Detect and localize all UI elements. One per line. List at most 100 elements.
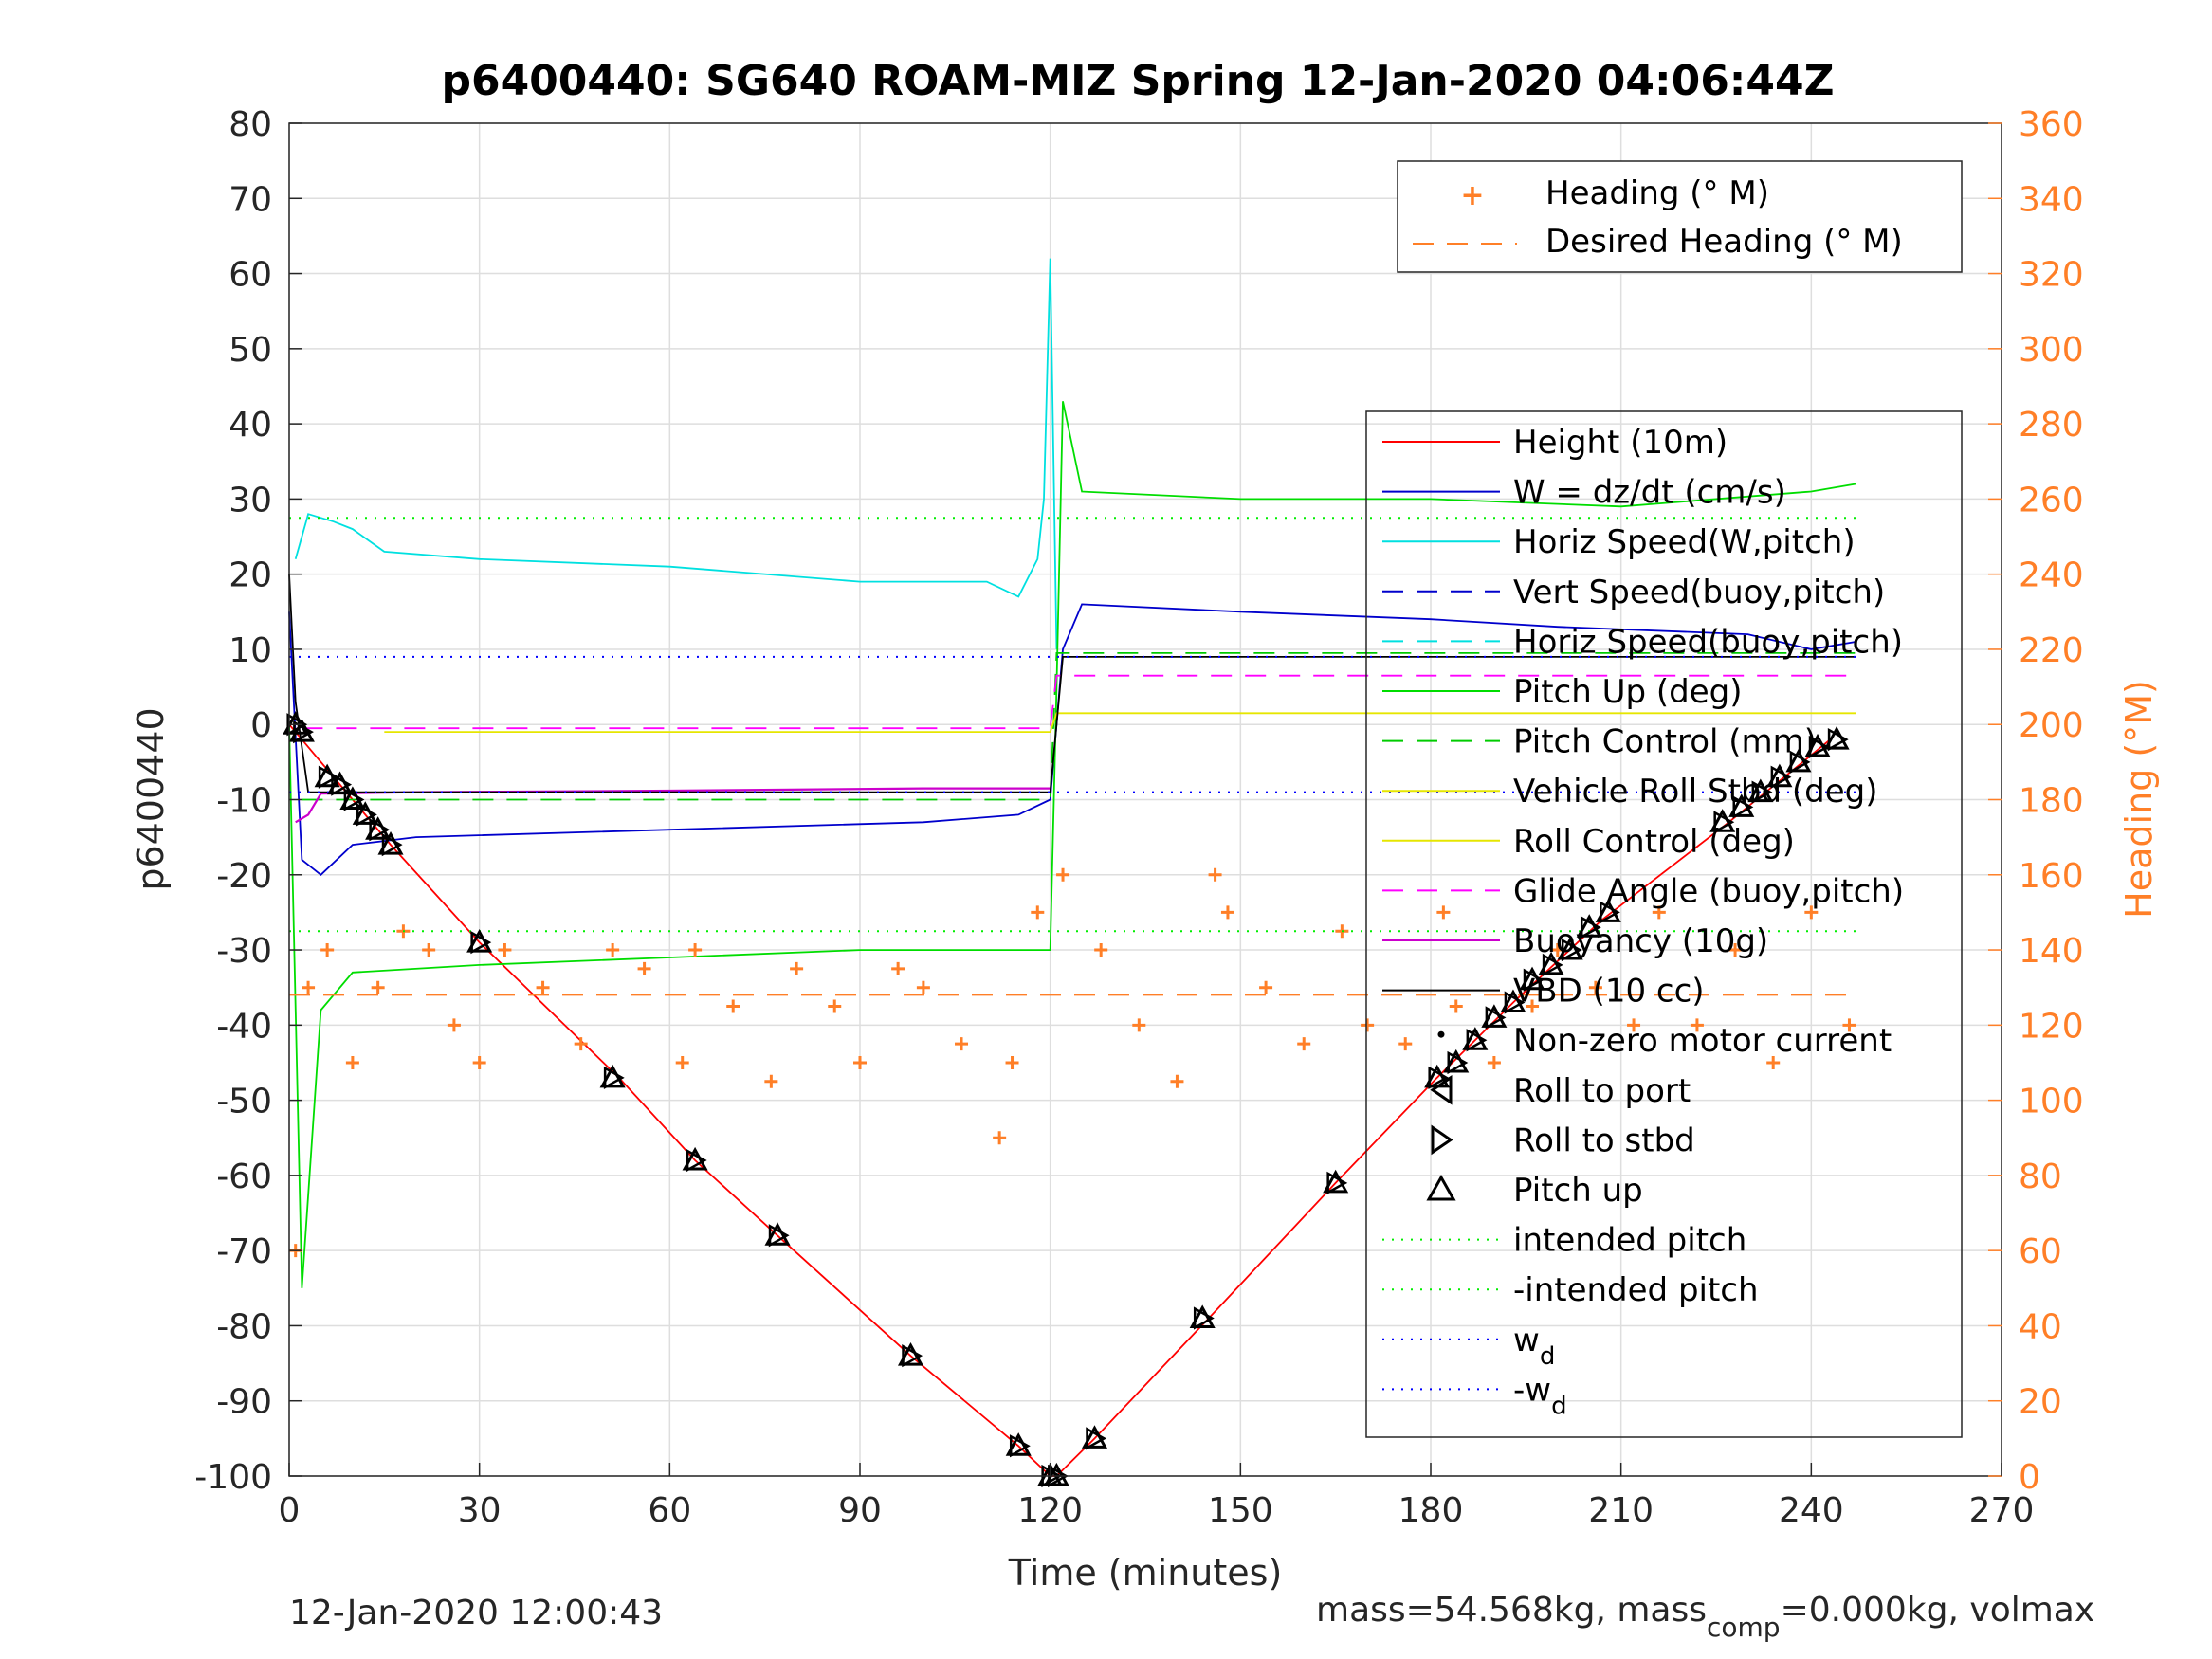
heading-marker: [790, 961, 804, 975]
legend-main-entry: Buoyancy (10g): [1513, 922, 1768, 960]
heading-marker: [675, 1055, 689, 1069]
pitch-up-marker: [1823, 725, 1850, 750]
heading-marker: [574, 1037, 588, 1051]
legend-main-entry: Pitch Control (mm): [1513, 723, 1817, 761]
y2-tick-label: 320: [2019, 256, 2084, 295]
heading-marker: [345, 1055, 359, 1069]
heading-marker: [1220, 905, 1234, 920]
legend-main-entry: intended pitch: [1513, 1222, 1746, 1260]
heading-marker: [1627, 1018, 1641, 1032]
y2-tick-label: 160: [2019, 857, 2084, 896]
roll-marker: [343, 788, 365, 811]
x-tick-label: 210: [1588, 1491, 1654, 1530]
y-tick-label: 0: [250, 706, 272, 745]
heading-marker: [447, 1018, 461, 1032]
pitch-up-marker: [288, 719, 315, 742]
legend-main-entry: Roll to port: [1513, 1072, 1691, 1110]
left-axis: -100-90-80-70-60-50-40-30-20-10010203040…: [194, 105, 302, 1497]
roll-marker: [470, 931, 492, 955]
series-line: [384, 712, 1856, 733]
roll-marker: [318, 765, 339, 789]
heading-marker: [993, 1131, 1007, 1145]
heading-marker: [1728, 943, 1743, 957]
heading-marker: [320, 943, 335, 957]
roll-marker: [1466, 1029, 1488, 1052]
roll-marker: [1485, 1006, 1507, 1030]
y-tick-label: 20: [229, 556, 272, 595]
legend-main-entry: -intended pitch: [1513, 1271, 1759, 1309]
y2-tick-label: 20: [2019, 1383, 2062, 1422]
series-line: [302, 674, 1856, 730]
y-tick-label: -70: [216, 1232, 272, 1271]
pitch-up-marker: [764, 1222, 791, 1246]
series-line: [288, 401, 1856, 1288]
heading-marker: [1436, 905, 1451, 920]
series-line: [288, 603, 1856, 876]
heading-marker: [1259, 980, 1273, 994]
roll-marker: [686, 1148, 707, 1173]
legend-main-entry: -wd: [1513, 1371, 1567, 1420]
roll-marker: [1326, 1171, 1348, 1194]
legend-heading: + Heading (° M) Desired Heading (° M): [1397, 160, 1963, 273]
x-tick-label: 270: [1969, 1491, 2035, 1530]
roll-marker: [1770, 765, 1792, 789]
legend-heading-entry: Desired Heading (° M): [1545, 223, 1903, 261]
roll-marker: [1827, 727, 1849, 752]
pitch-up-marker: [377, 830, 404, 855]
series-line: [295, 787, 1051, 824]
y2-tick-label: 340: [2019, 180, 2084, 219]
y-tick-label: -50: [216, 1083, 272, 1121]
legend-swatch: [1430, 1074, 1453, 1105]
y2-tick-label: 100: [2019, 1083, 2084, 1121]
heading-marker: [1005, 1055, 1019, 1069]
heading-marker: [1526, 999, 1540, 1013]
legend-main-entry: W = dz/dt (cm/s): [1513, 474, 1786, 512]
y2-tick-label: 240: [2019, 556, 2084, 595]
svg-text:+: +: [1460, 179, 1484, 212]
pitch-up-marker: [352, 801, 378, 825]
roll-marker: [1504, 991, 1526, 1014]
heading-marker: [1208, 867, 1222, 882]
x-tick-label: 240: [1779, 1491, 1844, 1530]
heading-marker: [606, 943, 620, 957]
x-tick-label: 90: [838, 1491, 882, 1530]
x-axis-label: Time (minutes): [1008, 1552, 1283, 1594]
legend-main-entry: Pitch Up (deg): [1513, 673, 1742, 711]
footer-date: 12-Jan-2020 12:00:43: [289, 1594, 663, 1632]
pitch-up-marker: [682, 1146, 708, 1171]
roll-marker: [1086, 1427, 1107, 1450]
heading-marker: [498, 943, 512, 957]
y-tick-label: 60: [229, 256, 272, 295]
pitch-up-marker: [339, 786, 366, 810]
legend-main: Height (10m) W = dz/dt (cm/s) Horiz Speed(…: [1365, 410, 1963, 1438]
roll-marker: [1789, 750, 1811, 774]
legend-main-entry: Roll to stbd: [1513, 1121, 1695, 1159]
pitch-up-marker: [1709, 809, 1736, 832]
y-axis-label: p6400440: [130, 707, 172, 890]
heading-marker: [371, 980, 385, 994]
series-line: [294, 258, 1058, 649]
heading-marker: [1031, 905, 1045, 920]
roll-marker: [1447, 1050, 1469, 1075]
heading-marker: [1170, 1074, 1184, 1088]
heading-marker: [1132, 1018, 1146, 1032]
roll-marker: [1713, 811, 1735, 834]
pitch-up-marker: [1005, 1432, 1032, 1456]
heading-marker: [853, 1055, 867, 1069]
pitch-up-marker: [1557, 936, 1583, 960]
pitch-up-marker: [1323, 1169, 1349, 1194]
pitch-up-marker: [1595, 899, 1621, 922]
pitch-up-marker: [1538, 951, 1564, 975]
x-tick-label: 150: [1208, 1491, 1273, 1530]
heading-marker: [1398, 1037, 1413, 1051]
heading-marker: [955, 1037, 969, 1051]
y2-tick-label: 180: [2019, 782, 2084, 821]
pitch-up-marker: [1785, 748, 1812, 773]
roll-marker: [902, 1344, 923, 1368]
roll-marker: [369, 818, 391, 842]
heading-marker: [1804, 905, 1819, 920]
heading-marker: [1487, 1055, 1501, 1069]
heading-marker: [1588, 980, 1602, 994]
chart-title: p6400440: SG640 ROAM-MIZ Spring 12-Jan-2…: [441, 57, 1834, 105]
y-tick-label: 80: [229, 105, 272, 144]
